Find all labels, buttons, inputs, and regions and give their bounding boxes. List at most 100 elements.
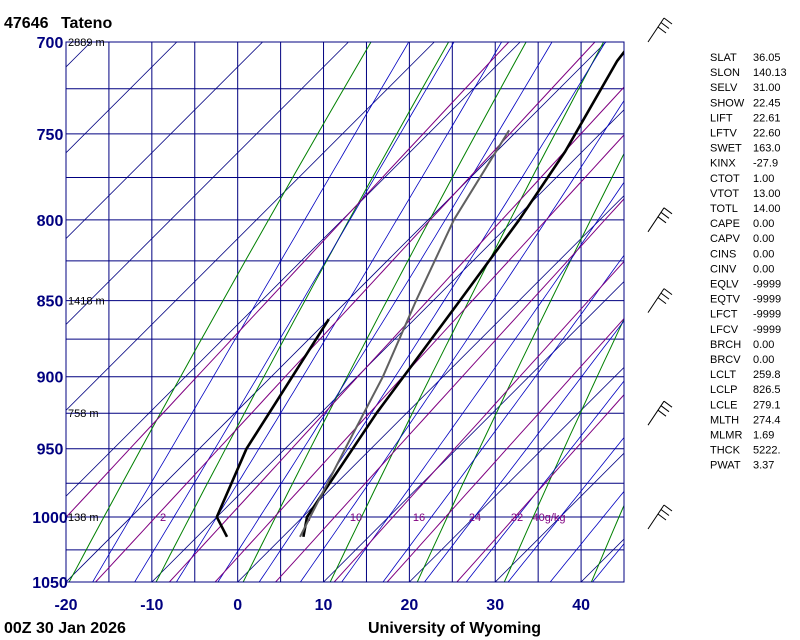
mixing-ratio-line bbox=[95, 42, 596, 582]
temperature-label: 20 bbox=[401, 597, 419, 614]
mixing-ratio-line bbox=[275, 198, 624, 582]
index-label: CINS bbox=[710, 248, 736, 260]
wind-barbs bbox=[647, 17, 673, 530]
pressure-label: 750 bbox=[37, 127, 64, 144]
indices-table: SLAT 36.05 SLON 140.13 SELV 31.00 SHOW 22.45 LIF… bbox=[710, 52, 787, 472]
isotherm-line bbox=[66, 42, 607, 582]
index-value: 14.00 bbox=[753, 203, 781, 215]
dry-adiabat bbox=[503, 318, 624, 582]
moist-adiabat bbox=[431, 254, 624, 518]
footer-source: University of Wyoming bbox=[368, 620, 541, 637]
temperature-label: 40 bbox=[572, 597, 590, 614]
temperature-label: 10 bbox=[315, 597, 333, 614]
moist-adiabat bbox=[382, 516, 432, 582]
barb-flag bbox=[663, 504, 673, 512]
barb-flag bbox=[660, 405, 670, 413]
moist-adiabat bbox=[559, 436, 624, 518]
plot-frame bbox=[65, 41, 625, 583]
isotherm-line bbox=[66, 42, 178, 154]
index-value: 1.69 bbox=[753, 430, 774, 442]
index-label: EQLV bbox=[710, 279, 739, 291]
index-value: 140.13 bbox=[753, 67, 787, 79]
moist-adiabat bbox=[423, 516, 475, 582]
index-label: SLAT bbox=[710, 52, 737, 64]
index-label: LFCV bbox=[710, 324, 739, 336]
barb-flag bbox=[660, 22, 670, 29]
mixing-ratio-label: 10 bbox=[350, 512, 362, 524]
moist-adiabat bbox=[302, 42, 606, 518]
pressure-axis-labels: 700 750 800 850 900 950 1000 1050 bbox=[32, 35, 68, 592]
index-label: SWET bbox=[710, 143, 742, 155]
index-label: CTOT bbox=[710, 173, 740, 185]
index-label: VTOT bbox=[710, 188, 739, 200]
index-value: -9999 bbox=[753, 279, 781, 291]
moist-adiabat bbox=[299, 516, 346, 582]
index-value: 22.61 bbox=[753, 112, 781, 124]
pressure-label: 1000 bbox=[32, 510, 68, 527]
wind-barb bbox=[647, 207, 673, 233]
pressure-label: 900 bbox=[37, 370, 64, 387]
mixing-ratio-line bbox=[214, 134, 624, 582]
index-label: CAPE bbox=[710, 218, 740, 230]
index-value: 279.1 bbox=[753, 399, 781, 411]
index-value: 13.00 bbox=[753, 188, 781, 200]
temperature-label: -10 bbox=[140, 597, 163, 614]
moist-adiabat bbox=[173, 42, 455, 518]
index-value: 36.05 bbox=[753, 52, 781, 64]
moist-adiabat bbox=[465, 516, 518, 582]
temperature-label: 0 bbox=[233, 597, 242, 614]
moist-adiabat bbox=[345, 99, 624, 518]
index-label: BRCH bbox=[710, 339, 741, 351]
mixing-ratio-label: 32 bbox=[511, 512, 523, 524]
mixing-ratio-label: 2 bbox=[160, 512, 166, 524]
mixing-ratio-line bbox=[169, 86, 624, 582]
index-value: -9999 bbox=[753, 324, 781, 336]
height-label: 758 m bbox=[68, 408, 99, 420]
index-value: 826.5 bbox=[753, 384, 781, 396]
wind-barb bbox=[647, 288, 673, 313]
index-value: 0.00 bbox=[753, 354, 774, 366]
index-label: SHOW bbox=[710, 97, 745, 109]
index-value: 31.00 bbox=[753, 82, 781, 94]
footer-time: 00Z 30 Jan 2026 bbox=[4, 620, 126, 637]
mixing-ratio-label: 16 bbox=[413, 512, 425, 524]
barb-flag bbox=[663, 207, 673, 215]
moist-adiabat bbox=[507, 516, 561, 582]
moist-adiabat bbox=[175, 516, 218, 582]
index-value: 5222. bbox=[753, 445, 781, 457]
height-label: 1418 m bbox=[68, 296, 105, 308]
dry-adiabat bbox=[329, 42, 605, 582]
wind-barb bbox=[647, 17, 673, 43]
index-label: PWAT bbox=[710, 460, 741, 472]
moist-adiabat bbox=[134, 516, 175, 582]
isotherm-line bbox=[409, 366, 624, 582]
plot-area bbox=[66, 42, 624, 582]
index-label: CINV bbox=[710, 263, 737, 275]
barb-staff bbox=[647, 400, 665, 426]
isotherm-line bbox=[66, 42, 349, 326]
moist-adiabat bbox=[549, 516, 604, 582]
mixing-ratio-line bbox=[456, 394, 624, 582]
moist-adiabat bbox=[217, 516, 261, 582]
plot-grid bbox=[65, 41, 625, 583]
isotherm-line bbox=[151, 109, 624, 582]
index-label: LFCT bbox=[710, 309, 738, 321]
pressure-label: 850 bbox=[37, 294, 64, 311]
dewpoint-line bbox=[215, 318, 330, 538]
isotherm-line bbox=[494, 452, 624, 582]
index-label: MLTH bbox=[710, 414, 739, 426]
parcel-path-line bbox=[299, 129, 510, 538]
index-label: EQTV bbox=[710, 294, 741, 306]
pressure-label: 950 bbox=[37, 442, 64, 459]
moist-adiabat bbox=[92, 516, 132, 582]
moist-adiabat bbox=[216, 42, 502, 518]
index-label: THCK bbox=[710, 445, 741, 457]
index-label: LFTV bbox=[710, 128, 738, 140]
index-value: 1.00 bbox=[753, 173, 774, 185]
isotherm-line bbox=[66, 42, 263, 240]
index-value: 0.00 bbox=[753, 233, 774, 245]
mixing-ratio-line bbox=[386, 317, 624, 582]
moist-adiabat bbox=[388, 181, 624, 518]
index-label: LIFT bbox=[710, 112, 733, 124]
